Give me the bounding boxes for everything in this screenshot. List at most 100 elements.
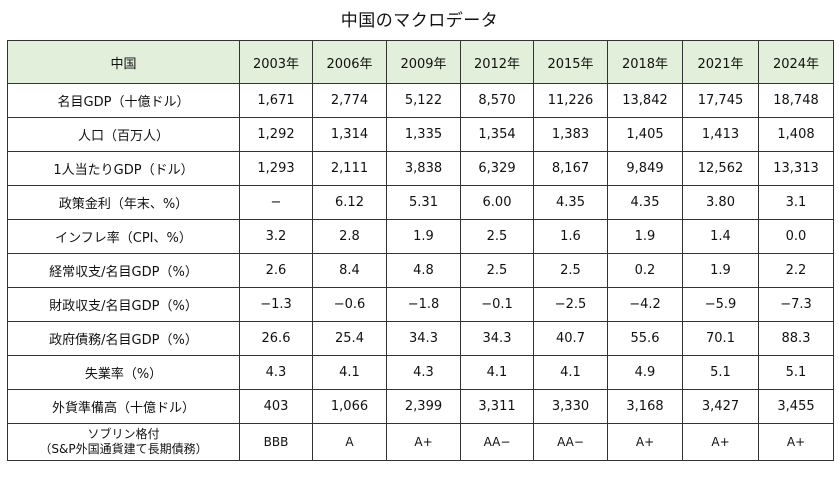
value-cell: 3,168 (607, 389, 683, 424)
macro-data-table: 中国 2003年 2006年 2009年 2012年 2015年 2018年 2021年 20… (7, 40, 834, 461)
value-cell: 13,313 (758, 151, 834, 186)
value-cell: 40.7 (533, 321, 608, 356)
value-cell: 6.00 (460, 185, 534, 220)
value-cell: 8.4 (312, 253, 387, 288)
header-year-cell: 2012年 (460, 40, 534, 84)
value-cell: 25.4 (312, 321, 387, 356)
value-cell: 6,329 (460, 151, 534, 186)
header-year-cell: 2003年 (239, 40, 313, 84)
row-label-cell: 政府債務/名目GDP（%） (7, 321, 240, 356)
table-row: 1人当たりGDP（ドル） 1,293 2,111 3,838 6,329 8,167 9,8… (7, 151, 834, 186)
row-label-cell: 失業率（%） (7, 355, 240, 390)
value-cell: 4.9 (607, 355, 683, 390)
value-cell: 13,842 (607, 83, 683, 118)
value-cell: 3,455 (758, 389, 834, 424)
value-cell: 3.2 (239, 219, 313, 254)
table-row: 人口（百万人） 1,292 1,314 1,335 1,354 1,383 1,405 1,4… (7, 117, 834, 152)
value-cell: 3,330 (533, 389, 608, 424)
value-cell: 1,354 (460, 117, 534, 152)
value-cell: 3.80 (682, 185, 759, 220)
row-label-cell: 1人当たりGDP（ドル） (7, 151, 240, 186)
header-year-cell: 2006年 (312, 40, 387, 84)
value-cell: 4.1 (312, 355, 387, 390)
row-sublabel: （S&P外国通貨建て長期債務） (39, 442, 208, 456)
value-cell: A+ (607, 423, 683, 461)
table-row: 政策金利（年末、%） −6.12 5.31 6.00 4.35 4.35 3.80 3.1 (7, 185, 834, 220)
value-cell: 34.3 (386, 321, 461, 356)
value-cell: −7.3 (758, 287, 834, 322)
value-cell: 4.3 (239, 355, 313, 390)
value-cell: −0.1 (460, 287, 534, 322)
value-cell: 1.9 (607, 219, 683, 254)
value-cell: −4.2 (607, 287, 683, 322)
value-cell: 34.3 (460, 321, 534, 356)
value-cell: 2,774 (312, 83, 387, 118)
value-cell: 2.2 (758, 253, 834, 288)
value-cell: 26.6 (239, 321, 313, 356)
value-cell: 1,066 (312, 389, 387, 424)
header-year-cell: 2018年 (607, 40, 683, 84)
value-cell: 4.1 (460, 355, 534, 390)
value-cell: 5.1 (682, 355, 759, 390)
value-cell: 9,849 (607, 151, 683, 186)
value-cell: 2.5 (533, 253, 608, 288)
value-cell: A (312, 423, 387, 461)
table-row: 政府債務/名目GDP（%） 26.6 25.4 34.3 34.3 40.7 55.6 70.… (7, 321, 834, 356)
value-cell: 1.4 (682, 219, 759, 254)
value-cell: 4.35 (533, 185, 608, 220)
value-cell: A+ (682, 423, 759, 461)
table-row: 外貨準備高（十億ドル） 403 1,066 2,399 3,311 3,330 3,168 3… (7, 389, 834, 424)
value-cell: 88.3 (758, 321, 834, 356)
value-cell: −0.6 (312, 287, 387, 322)
table-header-row: 中国 2003年 2006年 2009年 2012年 2015年 2018年 2021年 20… (7, 40, 834, 84)
value-cell: 11,226 (533, 83, 608, 118)
value-cell: 8,167 (533, 151, 608, 186)
value-cell: 2.8 (312, 219, 387, 254)
row-label-cell: 政策金利（年末、%） (7, 185, 240, 220)
value-cell: A+ (758, 423, 834, 461)
value-cell: 2,399 (386, 389, 461, 424)
value-cell: 3,838 (386, 151, 461, 186)
value-cell: 1,292 (239, 117, 313, 152)
value-cell: 1,413 (682, 117, 759, 152)
value-cell: −2.5 (533, 287, 608, 322)
value-cell: 1.6 (533, 219, 608, 254)
value-cell: 5.31 (386, 185, 461, 220)
header-year-cell: 2009年 (386, 40, 461, 84)
value-cell: 2.5 (460, 219, 534, 254)
value-cell: 1,408 (758, 117, 834, 152)
value-cell: −1.8 (386, 287, 461, 322)
value-cell: 1.9 (386, 219, 461, 254)
value-cell: − (239, 185, 313, 220)
value-cell: 1,671 (239, 83, 313, 118)
value-cell: −1.3 (239, 287, 313, 322)
value-cell: 1.9 (682, 253, 759, 288)
value-cell: 55.6 (607, 321, 683, 356)
value-cell: 4.35 (607, 185, 683, 220)
value-cell: −5.9 (682, 287, 759, 322)
value-cell: 18,748 (758, 83, 834, 118)
value-cell: 1,405 (607, 117, 683, 152)
value-cell: 3,427 (682, 389, 759, 424)
value-cell: 2,111 (312, 151, 387, 186)
value-cell: 3,311 (460, 389, 534, 424)
value-cell: 8,570 (460, 83, 534, 118)
table-row: 経常収支/名目GDP（%） 2.6 8.4 4.8 2.5 2.5 0.2 1.9 2.2 (7, 253, 834, 288)
header-corner-cell: 中国 (7, 40, 240, 84)
value-cell: 17,745 (682, 83, 759, 118)
table-row: ソブリン格付 （S&P外国通貨建て長期債務） BBB A A+ AA− AA− A+ A+ A+ (7, 423, 834, 461)
value-cell: 1,293 (239, 151, 313, 186)
value-cell: 0.0 (758, 219, 834, 254)
table-row: 失業率（%） 4.3 4.1 4.3 4.1 4.1 4.9 5.1 5.1 (7, 355, 834, 390)
value-cell: 2.6 (239, 253, 313, 288)
header-year-cell: 2015年 (533, 40, 608, 84)
value-cell: 0.2 (607, 253, 683, 288)
row-label-cell: 財政収支/名目GDP（%） (7, 287, 240, 322)
value-cell: 4.3 (386, 355, 461, 390)
value-cell: 1,335 (386, 117, 461, 152)
row-label-cell: 外貨準備高（十億ドル） (7, 389, 240, 424)
value-cell: 6.12 (312, 185, 387, 220)
row-label-cell: 人口（百万人） (7, 117, 240, 152)
value-cell: A+ (386, 423, 461, 461)
value-cell: 4.8 (386, 253, 461, 288)
